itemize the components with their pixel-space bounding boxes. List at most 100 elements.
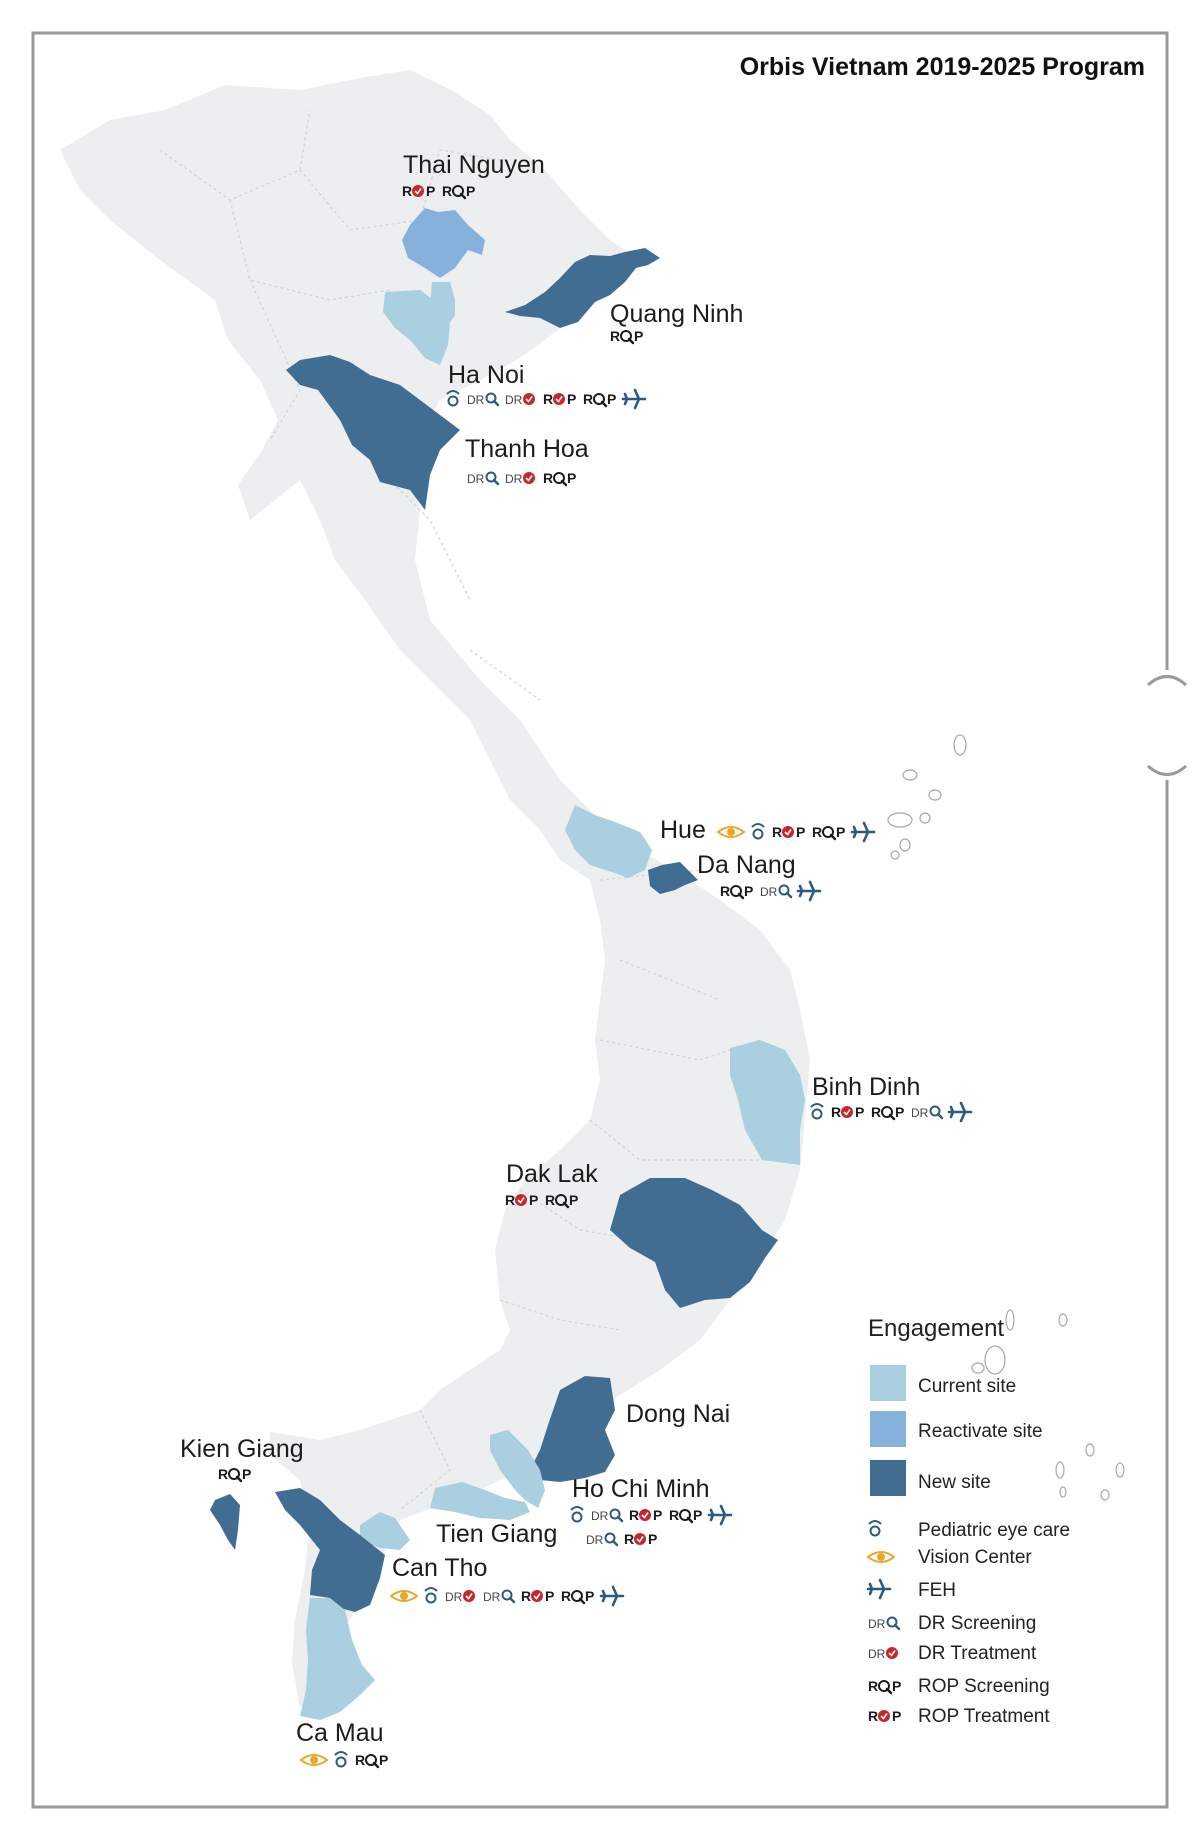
paracel-islands <box>887 734 967 860</box>
legend-swatch-current <box>870 1365 906 1401</box>
label-quang-ninh: Quang Ninh <box>610 300 743 328</box>
svg-text:R: R <box>218 1466 228 1482</box>
map-frame <box>31 31 1169 1809</box>
svg-text:R: R <box>442 183 452 199</box>
frame-bracket-bottom <box>1147 764 1187 776</box>
svg-text:P: P <box>545 1588 554 1604</box>
label-kien-giang: Kien Giang <box>180 1435 304 1463</box>
svg-text:R: R <box>669 1507 679 1523</box>
region-thai-nguyen <box>402 208 485 278</box>
legend-label-new: New site <box>918 1472 991 1493</box>
dr-treatment-icon: DR <box>868 1647 898 1661</box>
legend-label-reactivate: Reactivate site <box>918 1421 1043 1442</box>
region-ha-noi <box>383 290 450 365</box>
legend: Engagement Current site Reactivate site … <box>866 1315 1070 1727</box>
svg-text:P: P <box>567 391 576 407</box>
svg-text:P: P <box>892 1708 901 1724</box>
svg-text:R: R <box>521 1588 531 1604</box>
svg-text:DR: DR <box>591 1509 609 1523</box>
icons-tien-giang: DR R P <box>586 1531 657 1547</box>
svg-text:P: P <box>836 824 845 840</box>
svg-text:R: R <box>583 391 593 407</box>
legend-label-current: Current site <box>918 1376 1016 1397</box>
region-dak-lak <box>610 1178 778 1308</box>
svg-text:P: P <box>466 183 475 199</box>
dr-screening-icon: DR <box>591 1508 624 1523</box>
svg-text:P: P <box>653 1507 662 1523</box>
region-ca-mau <box>300 1598 375 1720</box>
legend-label-rop-screening: ROP Screening <box>918 1676 1050 1697</box>
icons-thanh-hoa: DR DR R P <box>467 470 576 487</box>
dr-screening-icon: DR <box>868 1616 901 1631</box>
pediatric-icon <box>334 1751 348 1768</box>
legend-label-pediatric: Pediatric eye care <box>918 1520 1070 1541</box>
label-hue: Hue <box>660 816 706 844</box>
svg-text:P: P <box>426 183 435 199</box>
region-ben-tre <box>360 1512 410 1550</box>
legend-label-dr-screening: DR Screening <box>918 1613 1036 1634</box>
dr-screening-icon: DR <box>467 392 500 407</box>
legend-icon-vision <box>866 1551 896 1563</box>
svg-text:P: P <box>607 391 616 407</box>
pediatric-icon <box>810 1103 824 1120</box>
legend-heading: Engagement <box>868 1315 1004 1342</box>
svg-text:P: P <box>693 1507 702 1523</box>
label-da-nang: Da Nang <box>697 851 796 879</box>
pediatric-icon <box>868 1520 882 1537</box>
dr-screening-icon: DR <box>483 1589 516 1604</box>
svg-text:DR: DR <box>505 393 523 407</box>
svg-text:P: P <box>529 1192 538 1208</box>
label-thanh-hoa: Thanh Hoa <box>465 435 589 463</box>
svg-text:P: P <box>892 1678 901 1694</box>
legend-icon-pediatric <box>868 1520 882 1537</box>
svg-text:DR: DR <box>868 1617 886 1631</box>
label-dong-nai: Dong Nai <box>626 1400 730 1428</box>
dr-screening-icon: DR <box>760 884 793 899</box>
svg-text:R: R <box>543 391 553 407</box>
svg-text:DR: DR <box>467 393 485 407</box>
svg-text:P: P <box>242 1466 251 1482</box>
vision-icon <box>299 1754 329 1766</box>
svg-text:R: R <box>772 824 782 840</box>
region-thai-nguyen-south <box>430 282 455 325</box>
label-ho-chi-minh: Ho Chi Minh <box>572 1475 710 1503</box>
dr-treatment-icon: DR <box>505 472 535 486</box>
region-tien-giang <box>430 1482 530 1520</box>
svg-text:P: P <box>585 1588 594 1604</box>
region-binh-dinh <box>730 1040 805 1165</box>
svg-text:DR: DR <box>505 472 523 486</box>
vision-icon <box>716 826 746 838</box>
region-ho-chi-minh <box>490 1430 545 1508</box>
icons-binh-dinh: R P R P DR <box>810 1101 973 1123</box>
pediatric-icon <box>446 390 460 407</box>
feh-icon <box>707 1504 733 1526</box>
svg-text:R: R <box>545 1192 555 1208</box>
svg-text:R: R <box>868 1678 878 1694</box>
pediatric-icon <box>570 1506 584 1523</box>
svg-text:R: R <box>812 824 822 840</box>
feh-icon <box>947 1101 973 1123</box>
feh-icon <box>866 1578 892 1600</box>
frame-bracket-top <box>1147 675 1187 687</box>
svg-text:P: P <box>855 1104 864 1120</box>
svg-text:DR: DR <box>467 472 485 486</box>
label-tien-giang: Tien Giang <box>436 1520 557 1548</box>
svg-text:DR: DR <box>911 1106 929 1120</box>
region-dong-nai <box>530 1376 615 1482</box>
dr-screening-icon: DR <box>586 1532 619 1547</box>
legend-icon-feh <box>866 1578 892 1600</box>
dr-screening-icon: DR <box>467 471 500 486</box>
